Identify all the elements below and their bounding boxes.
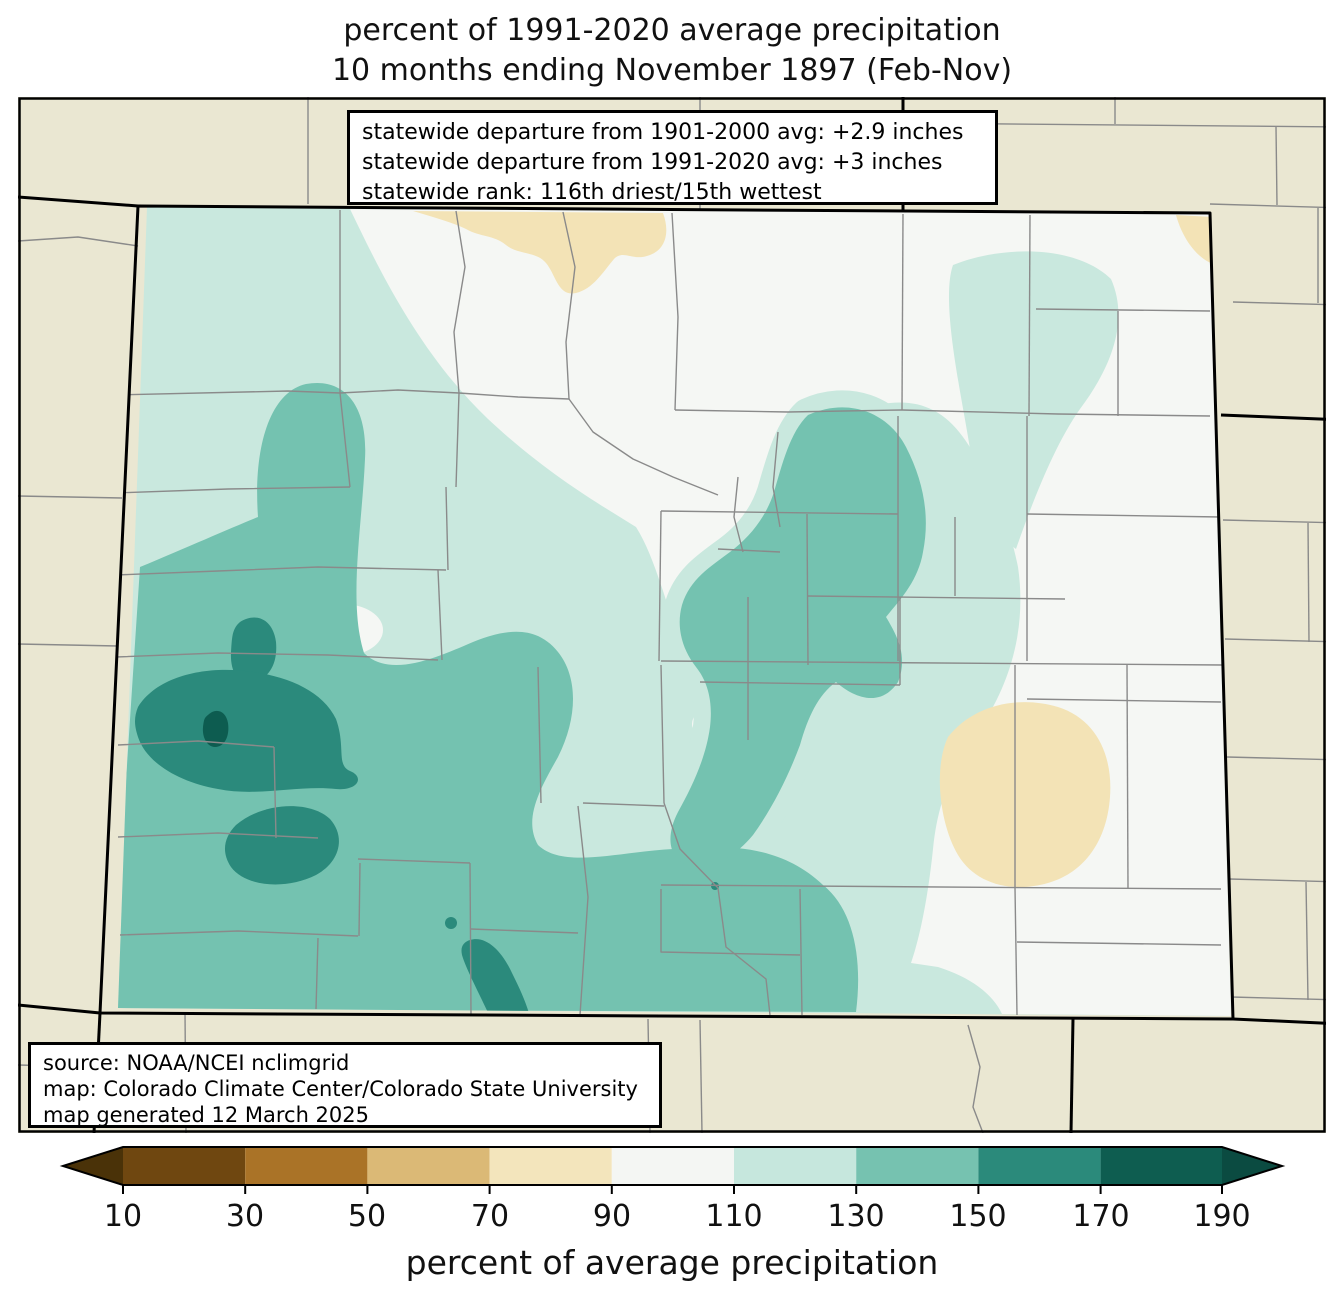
contour-70-90-north bbox=[413, 211, 667, 294]
colorbar-tick-70: 70 bbox=[470, 1199, 510, 1234]
contour-150-170-blob-south bbox=[461, 939, 530, 1016]
stats-line-2: statewide departure from 1991-2020 avg: … bbox=[362, 150, 943, 175]
contour-150-170-blob-upper bbox=[230, 617, 277, 683]
source-attribution-box: source: NOAA/NCEI nclimgrid map: Colorad… bbox=[28, 1042, 662, 1128]
colorbar-tick-170: 170 bbox=[1072, 1199, 1130, 1234]
colorbar-axis-label: percent of average precipitation bbox=[405, 1243, 939, 1282]
contour-150-170-blob-sw bbox=[224, 806, 339, 885]
colorbar-tick-90: 90 bbox=[592, 1199, 632, 1234]
contour-130-150-east-blob bbox=[670, 407, 926, 867]
source-line-1: source: NOAA/NCEI nclimgrid bbox=[43, 1051, 350, 1075]
page-title-line1: percent of 1991-2020 average precipitati… bbox=[343, 13, 1001, 48]
contour-150-170-dot-1 bbox=[445, 917, 457, 929]
colorbar-ticks bbox=[122, 1185, 1223, 1194]
map-frame bbox=[18, 97, 1326, 1133]
colorado-county-lines bbox=[112, 210, 1224, 1016]
colorado-state-border bbox=[98, 204, 1235, 1021]
colorbar-segment-130-150 bbox=[856, 1147, 979, 1185]
colorbar-tick-110: 110 bbox=[705, 1199, 763, 1234]
colorbar-segment-150-170 bbox=[978, 1147, 1101, 1185]
contour-170-190-spot bbox=[202, 710, 229, 747]
colorbar-tick-190: 190 bbox=[1193, 1199, 1251, 1234]
contour-150-170-blob-main bbox=[135, 669, 358, 792]
colorbar-segment-110-130 bbox=[734, 1147, 857, 1185]
colorbar-arrow-left bbox=[63, 1147, 123, 1185]
colorbar-segment-10-30 bbox=[123, 1147, 246, 1185]
precip-contours bbox=[118, 207, 1231, 1016]
colorbar-segment-50-70 bbox=[367, 1147, 490, 1185]
stats-line-3: statewide rank: 116th driest/15th wettes… bbox=[362, 180, 822, 205]
colorado-precip-map bbox=[18, 97, 1326, 1133]
contour-70-90-east-oval bbox=[939, 702, 1111, 888]
contour-70-90-ne-corner bbox=[1176, 215, 1216, 265]
statewide-stats-box: statewide departure from 1901-2000 avg: … bbox=[347, 110, 998, 205]
colorbar-segment-90-110 bbox=[611, 1147, 734, 1185]
source-line-2: map: Colorado Climate Center/Colorado St… bbox=[43, 1077, 638, 1101]
source-line-3: map generated 12 March 2025 bbox=[43, 1103, 370, 1127]
colorbar-segment-30-50 bbox=[245, 1147, 368, 1185]
colorbar-arrow-right bbox=[1222, 1147, 1282, 1185]
colorbar-segment-170-190 bbox=[1100, 1147, 1222, 1185]
contour-110-130-ne-patch bbox=[948, 251, 1119, 549]
page-title-line2: 10 months ending November 1897 (Feb-Nov) bbox=[331, 53, 1013, 88]
colorbar-tick-130: 130 bbox=[827, 1199, 885, 1234]
colorbar-tick-50: 50 bbox=[347, 1199, 387, 1234]
colorbar-segment-70-90 bbox=[489, 1147, 612, 1185]
stats-line-1: statewide departure from 1901-2000 avg: … bbox=[362, 120, 964, 145]
colorbar-tick-30: 30 bbox=[225, 1199, 265, 1234]
precip-colorbar bbox=[59, 1146, 1286, 1194]
colorbar-tick-10: 10 bbox=[103, 1199, 143, 1234]
colorbar-tick-150: 150 bbox=[949, 1199, 1007, 1234]
